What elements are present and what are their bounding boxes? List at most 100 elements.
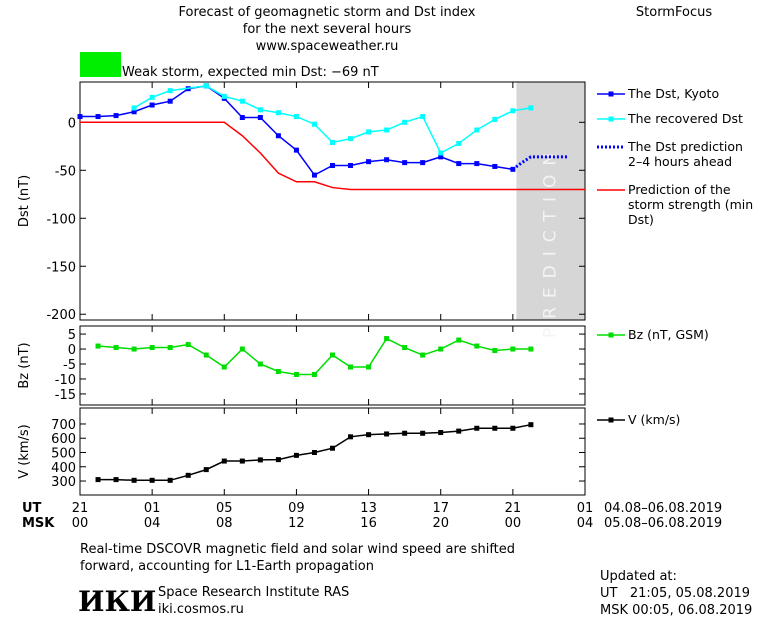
point (203, 352, 209, 358)
point (149, 102, 155, 108)
point (167, 98, 173, 104)
point (311, 449, 317, 455)
series-line (133, 85, 532, 155)
point (167, 345, 173, 351)
point (366, 364, 372, 370)
updated: MSK 00:05, 06.08.2019 (600, 603, 752, 618)
title: Forecast of geomagnetic storm and Dst in… (178, 5, 475, 20)
legend-entry: The Dst, Kyoto (628, 86, 720, 101)
point (402, 345, 408, 351)
point (113, 113, 119, 119)
point (384, 157, 390, 163)
point (275, 457, 281, 463)
x-tick-label: 01 (144, 501, 161, 516)
point (456, 161, 462, 167)
y-axis-label: V (km/s) (17, 424, 32, 479)
x-tick-label: 00 (505, 516, 522, 531)
point (275, 133, 281, 139)
point (203, 83, 209, 89)
y-axis-label: Bz (nT) (17, 342, 32, 388)
point (438, 346, 444, 352)
point (528, 422, 534, 428)
point (438, 430, 444, 436)
point (149, 345, 155, 351)
point (492, 116, 498, 122)
point (348, 364, 354, 370)
y-tick-label: 600 (51, 432, 76, 447)
point (95, 114, 101, 120)
point (510, 346, 516, 352)
point (95, 343, 101, 349)
y-tick-label: 500 (51, 446, 76, 461)
site: iki.cosmos.ru (158, 602, 244, 617)
title: www.spaceweather.ru (256, 39, 399, 54)
point (330, 445, 335, 451)
x-range: 05.08–06.08.2019 (604, 516, 722, 531)
legend-entry: V (km/s) (628, 412, 681, 427)
title: for the next several hours (243, 22, 412, 37)
point (420, 352, 426, 358)
point (348, 136, 354, 142)
point (257, 107, 263, 113)
x-tick-label: 16 (360, 516, 377, 531)
y-tick-label: 5 (68, 328, 76, 343)
x-row-name: MSK (22, 516, 55, 531)
note: forward, accounting for L1-Earth propaga… (80, 559, 374, 574)
point (420, 114, 426, 120)
point (293, 114, 299, 120)
x-tick-label: 20 (432, 516, 449, 531)
point (384, 127, 390, 133)
note: Real-time DSCOVR magnetic field and sola… (80, 542, 515, 557)
status-text: Weak storm, expected min Dst: −69 nT (122, 65, 379, 80)
point (474, 425, 480, 431)
point (330, 352, 335, 358)
point (293, 371, 299, 377)
status-box (80, 52, 121, 77)
point (474, 127, 480, 133)
point (293, 452, 299, 458)
point (474, 161, 480, 167)
legend-entry: The recovered Dst (628, 111, 743, 126)
x-tick-label: 21 (72, 501, 89, 516)
legend-swatch (608, 116, 614, 122)
point (402, 119, 408, 125)
point (149, 477, 155, 483)
point (77, 114, 83, 120)
point (203, 467, 209, 473)
point (275, 110, 281, 116)
x-tick-label: 12 (288, 516, 305, 531)
point (330, 162, 335, 168)
point (239, 346, 245, 352)
point (438, 150, 444, 156)
point (239, 458, 245, 464)
legend-entry: Prediction of the storm strength (min Ds… (628, 182, 754, 227)
point (348, 434, 354, 440)
point (239, 98, 245, 104)
legend-entry: The Dst prediction 2–4 hours ahead (628, 139, 743, 169)
x-tick-label: 08 (216, 516, 233, 531)
y-tick-label: -10 (55, 373, 76, 388)
point (131, 346, 137, 352)
y-tick-label: 0 (68, 343, 76, 358)
y-tick-label: -200 (46, 308, 76, 323)
plot-frame (79, 407, 586, 496)
point (239, 115, 245, 121)
x-range: 04.08–06.08.2019 (604, 501, 722, 516)
x-tick-label: 04 (577, 516, 594, 531)
point (330, 139, 335, 145)
y-tick-label: 300 (51, 475, 76, 490)
point (185, 342, 191, 348)
point (366, 129, 372, 135)
point (420, 430, 426, 436)
point (402, 160, 408, 166)
point (131, 477, 137, 483)
point (113, 477, 119, 483)
y-tick-label: 700 (51, 418, 76, 433)
point (257, 361, 263, 367)
point (384, 336, 390, 342)
point (221, 458, 227, 464)
point (113, 345, 119, 351)
point (131, 109, 137, 115)
point (185, 472, 191, 478)
